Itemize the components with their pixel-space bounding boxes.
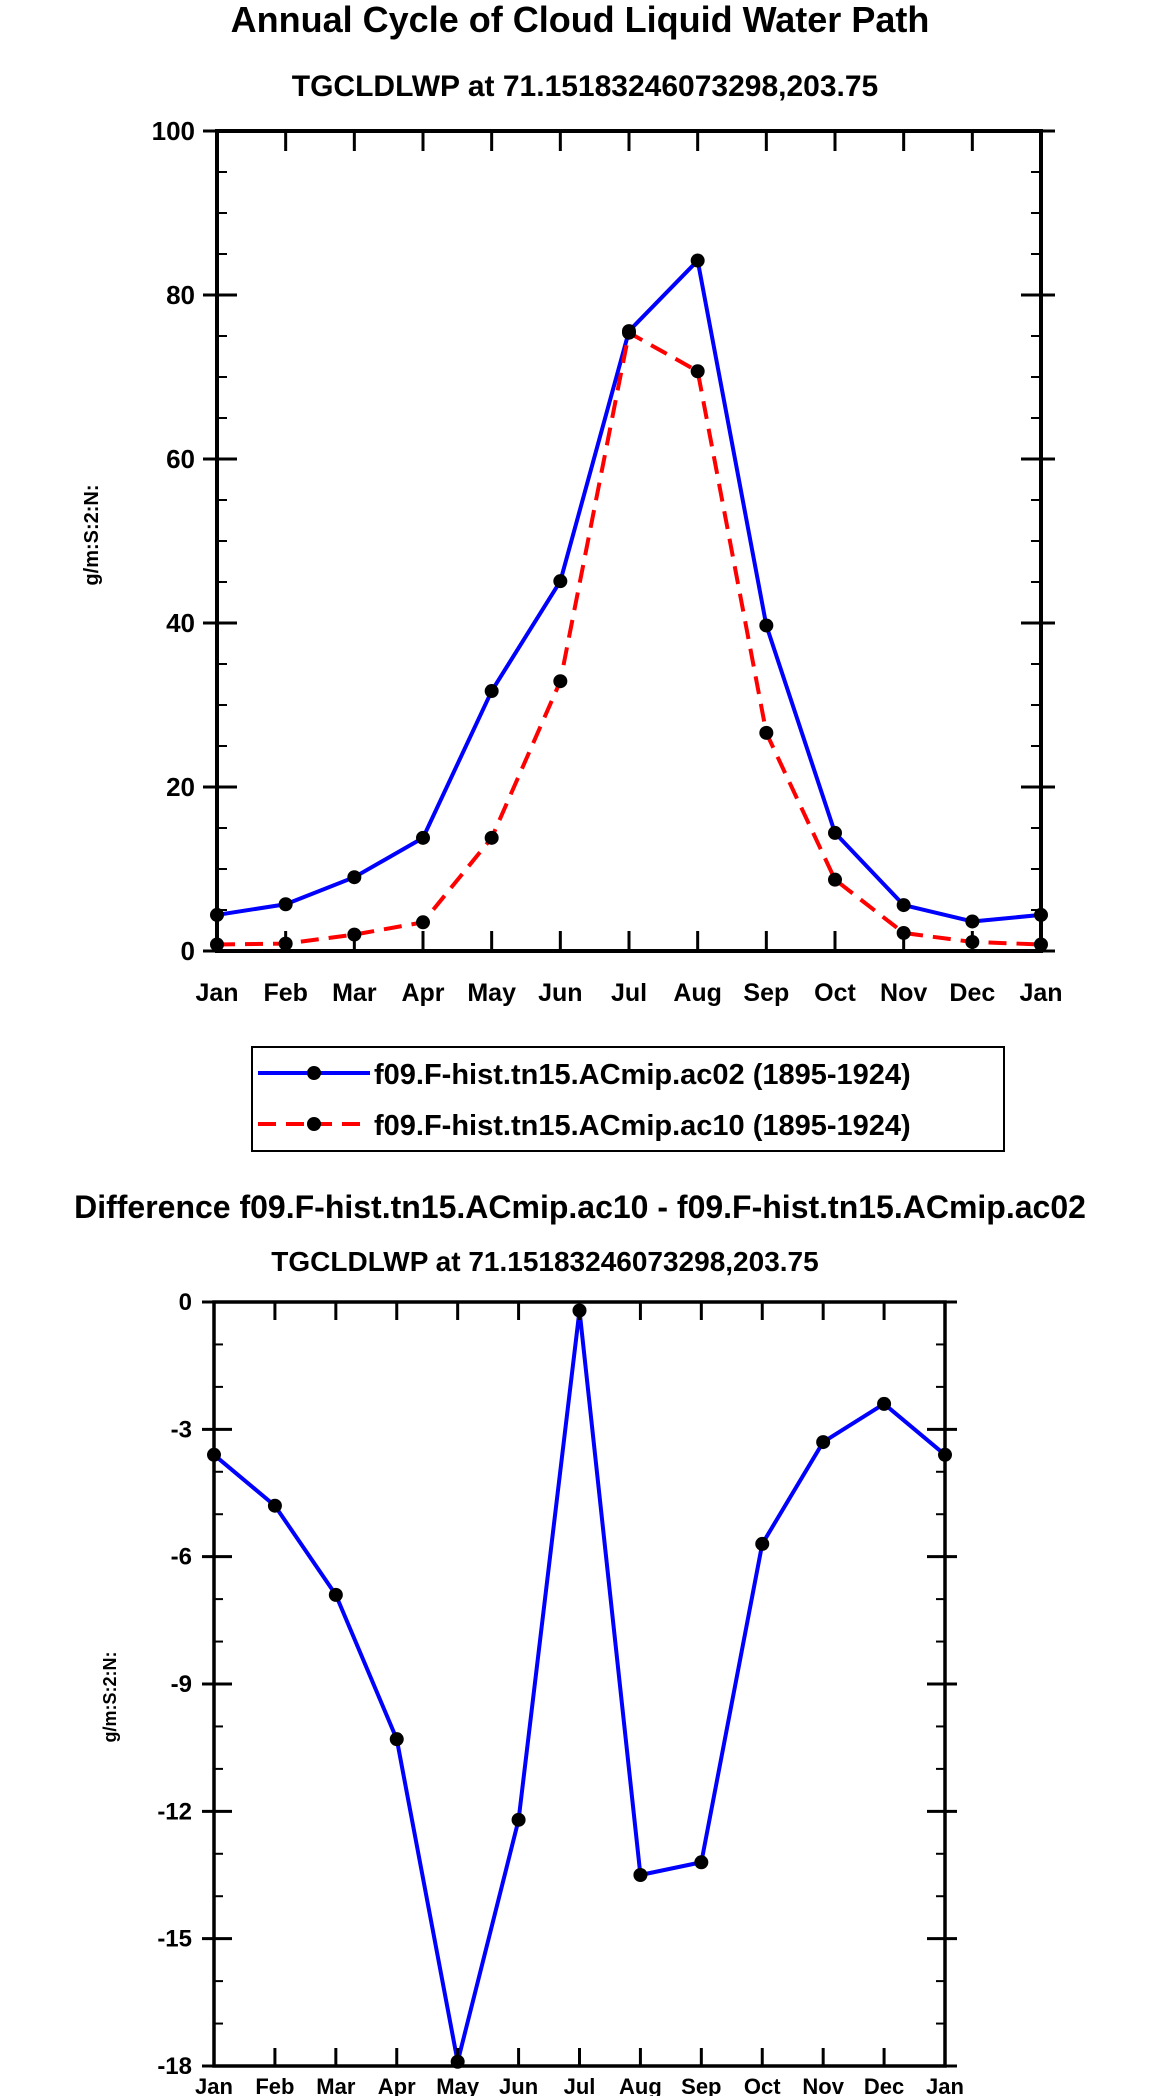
annual-cycle-chart: Annual Cycle of Cloud Liquid Water Path … — [81, 0, 1063, 1007]
x-tick-label: Jan — [195, 979, 238, 1007]
y-tick-label: 60 — [166, 444, 195, 474]
data-point — [553, 674, 568, 689]
x-tick-label: Apr — [378, 2074, 416, 2096]
x-tick-label: Mar — [316, 2074, 356, 2096]
y-tick-label: -3 — [171, 1416, 192, 1443]
data-point — [828, 872, 842, 887]
data-point — [389, 1732, 404, 1747]
data-point — [511, 1812, 526, 1827]
legend-marker-ac02 — [307, 1066, 321, 1080]
series-line-1 — [216, 330, 1042, 947]
data-point — [416, 830, 430, 845]
y-tick-label: -15 — [157, 1926, 192, 1953]
data-point — [828, 825, 842, 840]
x-tick-label: Nov — [802, 2074, 844, 2096]
x-tick-label: Jul — [564, 2074, 596, 2096]
x-tick-label: Aug — [673, 979, 722, 1007]
data-point — [553, 574, 568, 589]
y-tick-label: 40 — [166, 608, 195, 638]
x-tick-label: Jan — [926, 2074, 964, 2096]
y-tick-label: -18 — [157, 2053, 192, 2080]
data-point — [278, 897, 293, 912]
x-tick-label: Jun — [499, 2074, 538, 2096]
y-tick-label: -9 — [171, 1671, 192, 1698]
x-tick-label: Feb — [263, 979, 307, 1007]
y-tick-label: 0 — [181, 936, 195, 966]
data-point — [690, 364, 705, 379]
y-tick-label: 20 — [166, 772, 195, 802]
data-point — [690, 253, 705, 268]
y-tick-label: -6 — [171, 1544, 192, 1571]
data-point — [328, 1587, 343, 1602]
x-tick-label: Oct — [744, 2074, 781, 2096]
data-point — [347, 870, 362, 885]
data-point — [622, 325, 636, 340]
series-line-0 — [212, 1308, 947, 2064]
legend-label-ac02: f09.F-hist.tn15.ACmip.ac02 (1895-1924) — [374, 1059, 911, 1091]
legend: f09.F-hist.tn15.ACmip.ac02 (1895-1924) f… — [251, 1046, 1005, 1152]
x-tick-label: Nov — [880, 979, 927, 1007]
data-point — [694, 1855, 709, 1870]
chart-subtitle: TGCLDLWP at 71.15183246073298,203.75 — [292, 70, 879, 103]
x-tick-label: Jan — [1019, 979, 1062, 1007]
plot-frame — [215, 129, 1043, 953]
y-tick-label: -12 — [157, 1798, 192, 1825]
x-tick-label: Jul — [611, 979, 647, 1007]
data-point — [416, 915, 430, 930]
chart-title: Difference f09.F-hist.tn15.ACmip.ac10 - … — [74, 1189, 1086, 1225]
y-tick-label: 100 — [152, 116, 195, 146]
data-point — [896, 898, 911, 913]
chart-title: Annual Cycle of Cloud Liquid Water Path — [231, 0, 930, 40]
data-point — [484, 684, 499, 699]
y-tick-label: 0 — [179, 1289, 192, 1316]
data-point — [759, 618, 774, 633]
legend-label-ac10: f09.F-hist.tn15.ACmip.ac10 (1895-1924) — [374, 1110, 911, 1142]
x-tick-label: Dec — [864, 2074, 904, 2096]
data-point — [484, 830, 499, 845]
y-tick-label: 80 — [166, 280, 195, 310]
data-point — [267, 1498, 282, 1513]
series-line-0 — [216, 258, 1042, 924]
x-tick-label: Sep — [743, 979, 789, 1007]
x-tick-label: Aug — [619, 2074, 662, 2096]
difference-chart: Difference f09.F-hist.tn15.ACmip.ac10 - … — [74, 1189, 1086, 2096]
data-point — [755, 1536, 770, 1551]
x-tick-label: Jan — [195, 2074, 233, 2096]
x-tick-label: Sep — [681, 2074, 721, 2096]
data-point — [965, 914, 980, 929]
data-point — [877, 1396, 892, 1411]
x-tick-label: Jun — [538, 979, 582, 1007]
x-tick-label: May — [467, 979, 516, 1007]
data-point — [816, 1435, 831, 1450]
data-point — [633, 1868, 648, 1882]
y-axis-label: g/m:S:2:N: — [100, 1652, 120, 1743]
x-tick-label: Apr — [401, 979, 444, 1007]
legend-marker-ac10 — [307, 1117, 321, 1131]
data-point — [759, 725, 774, 740]
x-tick-label: Feb — [255, 2074, 294, 2096]
x-tick-label: May — [436, 2074, 480, 2096]
chart-subtitle: TGCLDLWP at 71.15183246073298,203.75 — [271, 1246, 818, 1277]
y-axis-label: g/m:S:2:N: — [81, 484, 103, 585]
x-tick-label: Mar — [332, 979, 377, 1007]
plot-frame — [212, 1300, 947, 2068]
x-tick-label: Dec — [949, 979, 995, 1007]
legend-box — [251, 1046, 1005, 1152]
x-tick-label: Oct — [814, 979, 856, 1007]
